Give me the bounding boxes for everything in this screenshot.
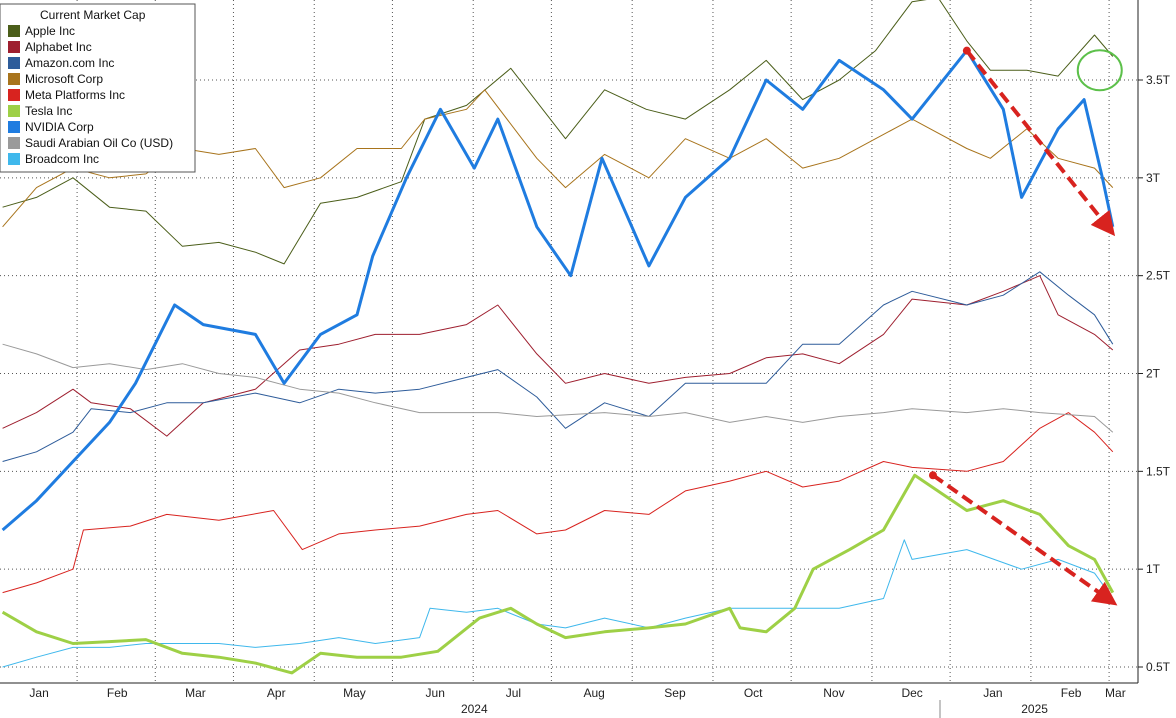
- legend-swatch-microsoft-corp: [8, 73, 20, 85]
- legend-entry-amazon-com-inc: Amazon.com Inc: [25, 56, 114, 70]
- x-tick-label-4: May: [343, 686, 366, 700]
- x-tick-label-8: Sep: [664, 686, 686, 700]
- legend-entry-saudi-arabian-oil-co-usd: Saudi Arabian Oil Co (USD): [25, 136, 173, 150]
- legend-swatch-tesla-inc: [8, 105, 20, 117]
- annotations: [928, 46, 1123, 606]
- x-tick-label-13: Feb: [1061, 686, 1082, 700]
- y-tick-label-6: 3.5T: [1146, 73, 1171, 87]
- x-tick-label-11: Dec: [901, 686, 922, 700]
- series-line-apple-inc: [2, 0, 1114, 265]
- x-tick-label-12: Jan: [983, 686, 1002, 700]
- x-tick-label-2: Mar: [185, 686, 206, 700]
- legend-swatch-saudi-arabian-oil-co-usd: [8, 137, 20, 149]
- legend-entry-broadcom-inc: Broadcom Inc: [25, 152, 99, 166]
- y-tick-label-4: 2.5T: [1146, 269, 1171, 283]
- legend-entry-microsoft-corp: Microsoft Corp: [25, 72, 103, 86]
- legend-entry-nvidia-corp: NVIDIA Corp: [25, 120, 94, 134]
- series-line-meta-platforms-inc: [2, 412, 1114, 594]
- x-tick-label-5: Jun: [426, 686, 445, 700]
- series-line-tesla-inc: [1, 473, 1115, 675]
- series-line-broadcom-inc: [2, 539, 1114, 668]
- x-tick-label-7: Aug: [584, 686, 605, 700]
- y-tick-label-3: 2T: [1146, 367, 1161, 381]
- year-label-2025: 2025: [1021, 702, 1048, 716]
- x-tick-label-10: Nov: [823, 686, 844, 700]
- x-tick-label-1: Feb: [107, 686, 128, 700]
- y-axis-ticks: 0.5T 1T 1.5T 2T 2.5T 3T 3.5T: [1138, 73, 1171, 674]
- gridlines: [0, 0, 1139, 684]
- legend-entry-meta-platforms-inc: Meta Platforms Inc: [25, 88, 125, 102]
- y-tick-label-2: 1.5T: [1146, 464, 1171, 478]
- x-tick-label-3: Apr: [267, 686, 286, 700]
- y-tick-label-5: 3T: [1146, 171, 1161, 185]
- legend-title: Current Market Cap: [40, 8, 146, 22]
- y-tick-label-0: 0.5T: [1146, 660, 1171, 674]
- x-tick-label-14: Mar: [1105, 686, 1126, 700]
- legend-swatch-alphabet-inc: [8, 41, 20, 53]
- legend-swatch-apple-inc: [8, 25, 20, 37]
- legend-swatch-meta-platforms-inc: [8, 89, 20, 101]
- legend: Current Market Cap Apple Inc Alphabet Inc…: [0, 3, 196, 173]
- x-tick-label-0: Jan: [29, 686, 48, 700]
- annotation-arrow-0: [965, 49, 1116, 237]
- annotation-highlight-ellipse: [1076, 49, 1123, 92]
- legend-swatch-amazon-com-inc: [8, 57, 20, 69]
- year-label-2024: 2024: [461, 702, 488, 716]
- legend-swatch-nvidia-corp: [8, 121, 20, 133]
- x-tick-label-6: Jul: [506, 686, 521, 700]
- series-line-amazon-com-inc: [2, 271, 1114, 462]
- legend-entry-tesla-inc: Tesla Inc: [25, 104, 72, 118]
- legend-swatch-broadcom-inc: [8, 153, 20, 165]
- y-tick-label-1: 1T: [1146, 562, 1161, 576]
- legend-entry-apple-inc: Apple Inc: [25, 24, 75, 38]
- legend-entry-alphabet-inc: Alphabet Inc: [25, 40, 92, 54]
- legend-box: [0, 3, 196, 173]
- series-line-saudi-arabian-oil-co-usd: [2, 343, 1114, 433]
- x-axis-ticks: Jan Feb Mar Apr May Jun Jul Aug Sep Oct Nov Dec Jan F…: [29, 686, 1126, 718]
- x-tick-label-9: Oct: [744, 686, 763, 700]
- series-line-nvidia-corp: [1, 49, 1115, 532]
